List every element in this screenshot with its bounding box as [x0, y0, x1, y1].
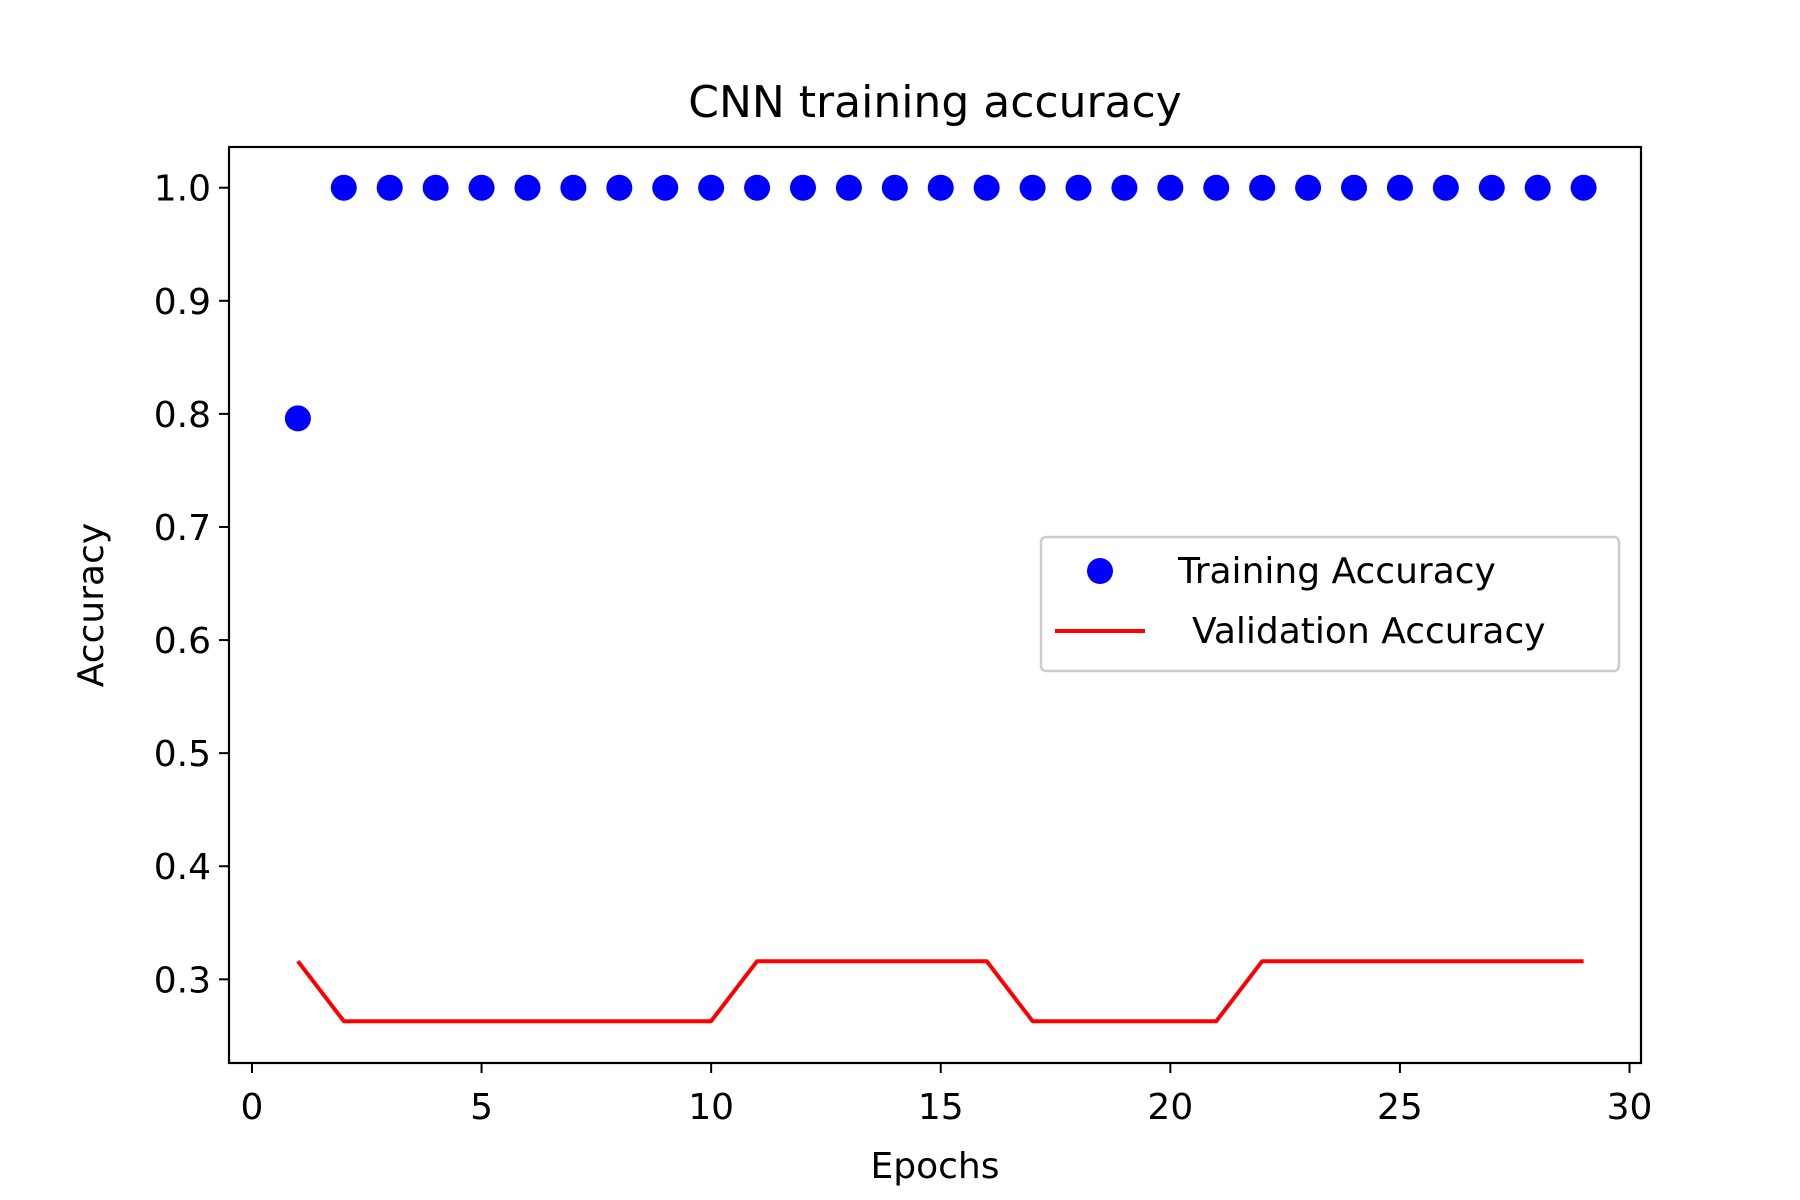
training-accuracy-point [1111, 174, 1138, 201]
training-accuracy-point [330, 174, 357, 201]
training-accuracy-point [1478, 174, 1505, 201]
training-accuracy-point [284, 405, 311, 432]
y-tick-label: 1.0 [154, 169, 211, 210]
legend: Training Accuracy Validation Accuracy [1039, 535, 1621, 673]
x-axis-ticks: 0 5 10 15 20 25 30 [241, 1063, 1653, 1128]
training-accuracy-point [376, 174, 403, 201]
y-tick-label: 0.3 [154, 960, 211, 1001]
x-tick-label: 30 [1607, 1087, 1653, 1128]
training-accuracy-point [973, 174, 1000, 201]
training-accuracy-point [1249, 174, 1276, 201]
x-axis-label: Epochs [871, 1146, 1000, 1187]
x-tick-label: 20 [1147, 1087, 1193, 1128]
validation-series [296, 959, 1584, 1024]
y-tick-label: 0.8 [154, 395, 211, 436]
training-series [284, 174, 1597, 432]
y-tick-label: 0.9 [154, 282, 211, 323]
training-accuracy-point [560, 174, 587, 201]
training-accuracy-point [835, 174, 862, 201]
y-tick-label: 0.6 [154, 621, 211, 662]
training-accuracy-point [927, 174, 954, 201]
x-tick-label: 15 [918, 1087, 964, 1128]
training-accuracy-point [1432, 174, 1459, 201]
training-accuracy-point [514, 174, 541, 201]
training-accuracy-point [1341, 174, 1368, 201]
training-accuracy-point [1570, 174, 1597, 201]
legend-box [1039, 535, 1621, 673]
training-accuracy-point [1386, 174, 1413, 201]
validation-accuracy-line [296, 959, 1584, 1024]
x-tick-label: 0 [241, 1087, 264, 1128]
training-accuracy-point [881, 174, 908, 201]
training-accuracy-point [1019, 174, 1046, 201]
training-accuracy-point [1524, 174, 1551, 201]
legend-label-training: Training Accuracy [1177, 551, 1496, 592]
plot-frame [227, 145, 1643, 1065]
legend-marker-training [1087, 558, 1113, 584]
training-accuracy-point [789, 174, 816, 201]
chart-title: CNN training accuracy [688, 77, 1182, 128]
training-accuracy-point [652, 174, 679, 201]
training-accuracy-point [422, 174, 449, 201]
training-accuracy-point [1157, 174, 1184, 201]
y-axis-label: Accuracy [71, 523, 112, 687]
y-axis-ticks: 0.3 0.4 0.5 0.6 0.7 0.8 0.9 1.0 [154, 169, 229, 1001]
y-tick-label: 0.4 [154, 847, 211, 888]
legend-label-validation: Validation Accuracy [1192, 611, 1546, 652]
training-accuracy-point [468, 174, 495, 201]
training-accuracy-point [1295, 174, 1322, 201]
y-tick-label: 0.7 [154, 508, 211, 549]
training-accuracy-point [1203, 174, 1230, 201]
training-accuracy-point [744, 174, 771, 201]
x-tick-label: 10 [688, 1087, 734, 1128]
training-accuracy-point [698, 174, 725, 201]
x-tick-label: 5 [470, 1087, 493, 1128]
training-accuracy-point [1065, 174, 1092, 201]
x-tick-label: 25 [1377, 1087, 1423, 1128]
y-tick-label: 0.5 [154, 734, 211, 775]
training-accuracy-point [606, 174, 633, 201]
